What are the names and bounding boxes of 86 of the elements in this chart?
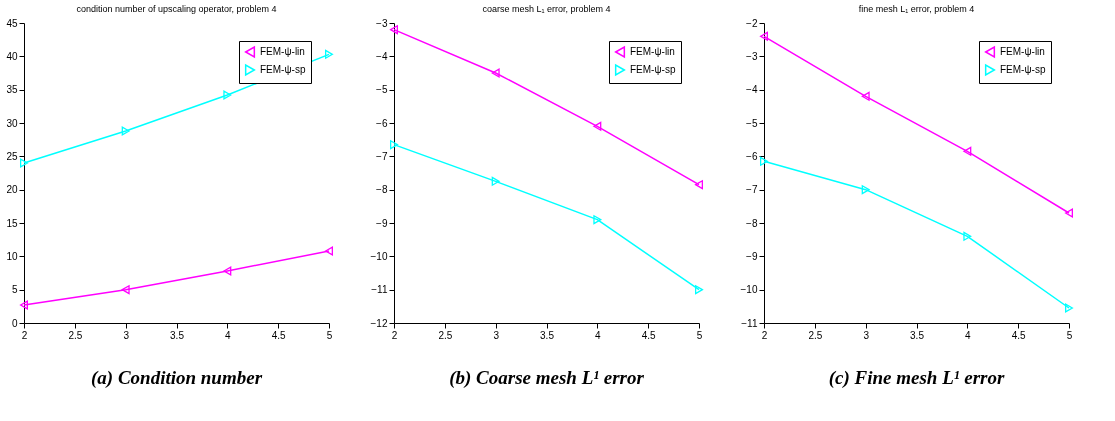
x-tick-label: 4.5: [641, 329, 657, 341]
x-tick-label: 4: [225, 329, 232, 341]
y-tick-label: 30: [6, 117, 18, 129]
y-tick-label: 5: [11, 284, 18, 296]
x-tick-label: 5: [1066, 329, 1073, 341]
point: [20, 158, 28, 168]
x-tick-label: 2.5: [438, 329, 453, 341]
y-tick-label: −7: [376, 150, 388, 162]
point: [325, 246, 333, 256]
x-tick-label: 3.5: [910, 329, 925, 341]
point: [861, 91, 870, 101]
x-tick-label: 3.5: [170, 329, 185, 341]
y-tick-label: −12: [370, 317, 388, 329]
y-tick-label: −3: [746, 50, 758, 62]
y-tick-label: 0: [11, 317, 18, 329]
point: [491, 68, 500, 78]
x-tick-label: 2: [21, 329, 28, 341]
point: [20, 300, 28, 310]
y-tick-label: −2: [746, 17, 758, 29]
point: [121, 285, 130, 295]
x-tick-label: 3.5: [540, 329, 555, 341]
x-tick-label: 3: [123, 329, 130, 341]
point: [861, 185, 870, 195]
text: (b) Coarse mesh L¹ error: [449, 367, 645, 389]
chart-title: condition number of upscaling operator, problem 4: [76, 4, 277, 14]
y-tick-label: −8: [746, 217, 758, 229]
point: [963, 146, 972, 156]
y-tick-label: 35: [6, 84, 18, 96]
y-tick-label: −9: [376, 217, 388, 229]
point: [760, 31, 768, 41]
legend-label: FEM-ψ-sp: [260, 64, 306, 75]
x-tick-label: 2: [761, 329, 768, 341]
point: [695, 285, 703, 295]
legend-label: FEM-ψ-lin: [1000, 46, 1045, 57]
x-tick-label: 5: [696, 329, 703, 341]
legend-label: FEM-ψ-lin: [260, 46, 305, 57]
point: [121, 126, 130, 136]
x-tick-label: 5: [326, 329, 333, 341]
text: (c) Fine mesh L¹ error: [828, 367, 1005, 389]
y-tick-label: −9: [746, 250, 758, 262]
x-tick-label: 4: [965, 329, 972, 341]
point: [223, 266, 232, 276]
point: [695, 180, 703, 190]
point: [593, 215, 602, 225]
y-tick-label: −5: [746, 117, 758, 129]
y-tick-label: 10: [6, 250, 18, 262]
x-tick-label: 4: [595, 329, 602, 341]
y-tick-label: 15: [6, 217, 18, 229]
y-tick-label: 45: [6, 17, 18, 29]
legend-label: FEM-ψ-sp: [630, 64, 676, 75]
point: [1065, 303, 1073, 313]
x-tick-label: 3: [863, 329, 870, 341]
y-tick-label: 40: [6, 50, 18, 62]
chart-title: coarse mesh L₁ error, problem 4: [482, 4, 611, 14]
text: (a) Condition number: [90, 367, 263, 389]
y-tick-label: −10: [740, 284, 758, 296]
point: [223, 90, 232, 100]
y-tick-label: −8: [376, 184, 388, 196]
point: [491, 176, 500, 186]
y-tick-label: −11: [371, 284, 388, 296]
point: [1065, 208, 1073, 218]
y-tick-label: −4: [746, 84, 758, 96]
chart-title: fine mesh L₁ error, problem 4: [858, 4, 975, 14]
y-tick-label: 20: [6, 184, 18, 196]
y-tick-label: −11: [741, 317, 758, 329]
x-tick-label: 3: [493, 329, 500, 341]
legend-label: FEM-ψ-lin: [630, 46, 675, 57]
x-tick-label: 4.5: [271, 329, 287, 341]
x-tick-label: 2.5: [68, 329, 83, 341]
legend-label: FEM-ψ-sp: [1000, 64, 1046, 75]
point: [325, 49, 333, 59]
y-tick-label: −3: [376, 17, 388, 29]
y-tick-label: −6: [746, 150, 758, 162]
y-tick-label: −5: [376, 84, 388, 96]
point: [593, 121, 602, 131]
point: [390, 140, 398, 150]
y-tick-label: −6: [376, 117, 388, 129]
point: [760, 156, 768, 166]
x-tick-label: 2: [391, 329, 398, 341]
y-tick-label: −7: [746, 184, 758, 196]
y-tick-label: −4: [376, 50, 388, 62]
x-tick-label: 2.5: [808, 329, 823, 341]
x-tick-label: 4.5: [1011, 329, 1027, 341]
point: [963, 231, 972, 241]
y-tick-label: −10: [370, 250, 388, 262]
y-tick-label: 25: [6, 150, 18, 162]
